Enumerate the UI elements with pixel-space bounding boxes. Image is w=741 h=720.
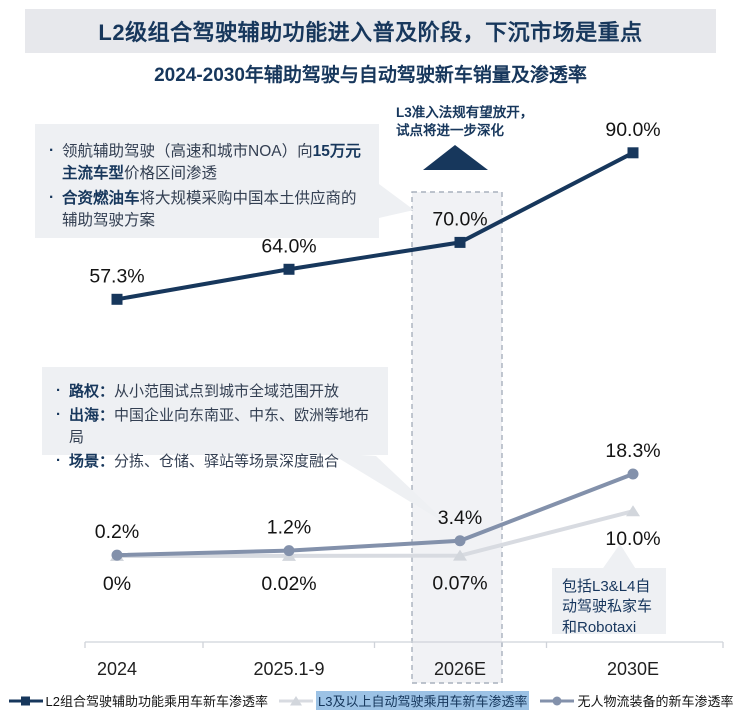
slide-header: L2级组合驾驶辅助功能进入普及阶段，下沉市场是重点	[25, 9, 716, 53]
robotaxi-callout-line: 包括L3&L4自	[562, 578, 651, 595]
legend-marker-circle-icon	[540, 696, 575, 705]
bullet-text: 领航辅助驾驶（高速和城市NOA）向	[62, 143, 313, 160]
bullet-bold: 15万元主流车型	[62, 143, 361, 182]
data-label: 18.3%	[605, 440, 660, 462]
legend-item-l3: L3及以上自动驾驶乘用车新车渗透率	[278, 691, 530, 710]
annotation-box-middle: 路权：从小范围试点到城市全域范围开放 出海：中国企业向东南亚、中东、欧洲等地布局…	[42, 367, 388, 471]
legend-label: L3及以上自动驾驶乘用车新车渗透率	[315, 691, 530, 710]
data-point-circle	[627, 468, 639, 480]
chart-legend: L2组合驾驶辅助功能乘用车新车渗透率 L3及以上自动驾驶乘用车新车渗透率 无人物…	[0, 691, 741, 710]
data-label: 1.2%	[267, 517, 311, 539]
robotaxi-callout-line: 动驾驶私家车	[562, 598, 653, 616]
robotaxi-callout-line: 和Robotaxi	[562, 618, 637, 636]
data-point-triangle	[626, 505, 640, 517]
bullet-bold: 路权：	[69, 383, 115, 400]
slide-title: L2级组合驾驶辅助功能进入普及阶段，下沉市场是重点	[98, 20, 643, 45]
l3-callout-line: L3准入法规有望放开，	[396, 105, 534, 120]
x-axis-label: 2026E	[434, 659, 486, 679]
data-label: 10.0%	[605, 528, 660, 550]
l3-callout: L3准入法规有望放开， 试点将进一步深化	[396, 104, 546, 139]
bullet-text: 将大规模采购中国本土供应商的辅助驾驶方案	[62, 190, 357, 229]
data-point-circle	[111, 549, 123, 561]
x-axis-label: 2024	[97, 659, 137, 679]
robotaxi-callout-tail	[601, 544, 637, 571]
bullet-bold: 合资燃油车	[62, 190, 140, 207]
data-point-square	[111, 293, 123, 305]
annotation-bullet: 领航辅助驾驶（高速和城市NOA）向15万元主流车型价格区间渗透	[47, 140, 367, 185]
series-line-0	[116, 151, 634, 302]
bullet-bold: 场景：	[69, 452, 115, 470]
series-line-1	[116, 509, 634, 558]
annotation-bullet: 合资燃油车将大规模采购中国本土供应商的辅助驾驶方案	[47, 187, 367, 232]
annotation-bullet: 场景：分拣、仓储、驿站等场景深度融合	[54, 450, 378, 472]
l3-callout-line: 试点将进一步深化	[396, 122, 504, 138]
data-label: 0%	[103, 573, 131, 595]
annotation-box-top: 领航辅助驾驶（高速和城市NOA）向15万元主流车型价格区间渗透 合资燃油车将大规…	[35, 124, 379, 238]
legend-label: 无人物流装备的新车渗透率	[577, 694, 734, 709]
note-top-tail	[379, 184, 414, 218]
data-label: 57.3%	[89, 265, 144, 287]
chart-title: 2024-2030年辅助驾驶与自动驾驶新车销量及渗透率	[154, 65, 587, 86]
x-axis-label: 2030E	[607, 659, 659, 679]
legend-item-l2: L2组合驾驶辅助功能乘用车新车渗透率	[8, 691, 268, 710]
data-point-square	[454, 236, 466, 248]
data-label: 0.2%	[95, 521, 139, 543]
data-label: 70.0%	[432, 208, 487, 230]
bullet-text: 价格区间渗透	[124, 165, 218, 182]
annotation-bullet: 出海：中国企业向东南亚、中东、欧洲等地布局	[54, 404, 378, 448]
data-point-circle	[454, 535, 466, 547]
data-label: 0.07%	[432, 573, 487, 595]
legend-marker-triangle-icon	[278, 695, 313, 705]
data-point-circle	[283, 545, 295, 557]
x-axis-label: 2025.1-9	[253, 659, 324, 679]
highlight-region-2026	[411, 191, 503, 684]
data-point-triangle	[453, 549, 467, 561]
up-arrow-icon	[423, 145, 488, 170]
data-label: 90.0%	[605, 119, 660, 141]
robotaxi-callout: 包括L3&L4自 动驾驶私家车 和Robotaxi	[552, 568, 666, 636]
data-label: 64.0%	[261, 235, 316, 257]
data-point-square	[283, 263, 295, 275]
bullet-bold: 出海：	[69, 407, 115, 425]
data-label: 0.02%	[261, 573, 316, 595]
bullet-text: 中国企业向东南亚、中东、欧洲等地布局	[69, 407, 370, 446]
data-label: 3.4%	[438, 507, 482, 529]
legend-label: L2组合驾驶辅助功能乘用车新车渗透率	[45, 694, 268, 709]
bullet-text: 分拣、仓储、驿站等场景深度融合	[114, 452, 340, 470]
legend-marker-square-icon	[8, 696, 43, 705]
legend-item-logistics: 无人物流装备的新车渗透率	[539, 691, 733, 710]
bullet-text: 从小范围试点到城市全域范围开放	[114, 383, 340, 400]
annotation-bullet: 路权：从小范围试点到城市全域范围开放	[54, 380, 378, 402]
data-point-square	[627, 147, 639, 159]
series-line-2	[116, 472, 634, 558]
